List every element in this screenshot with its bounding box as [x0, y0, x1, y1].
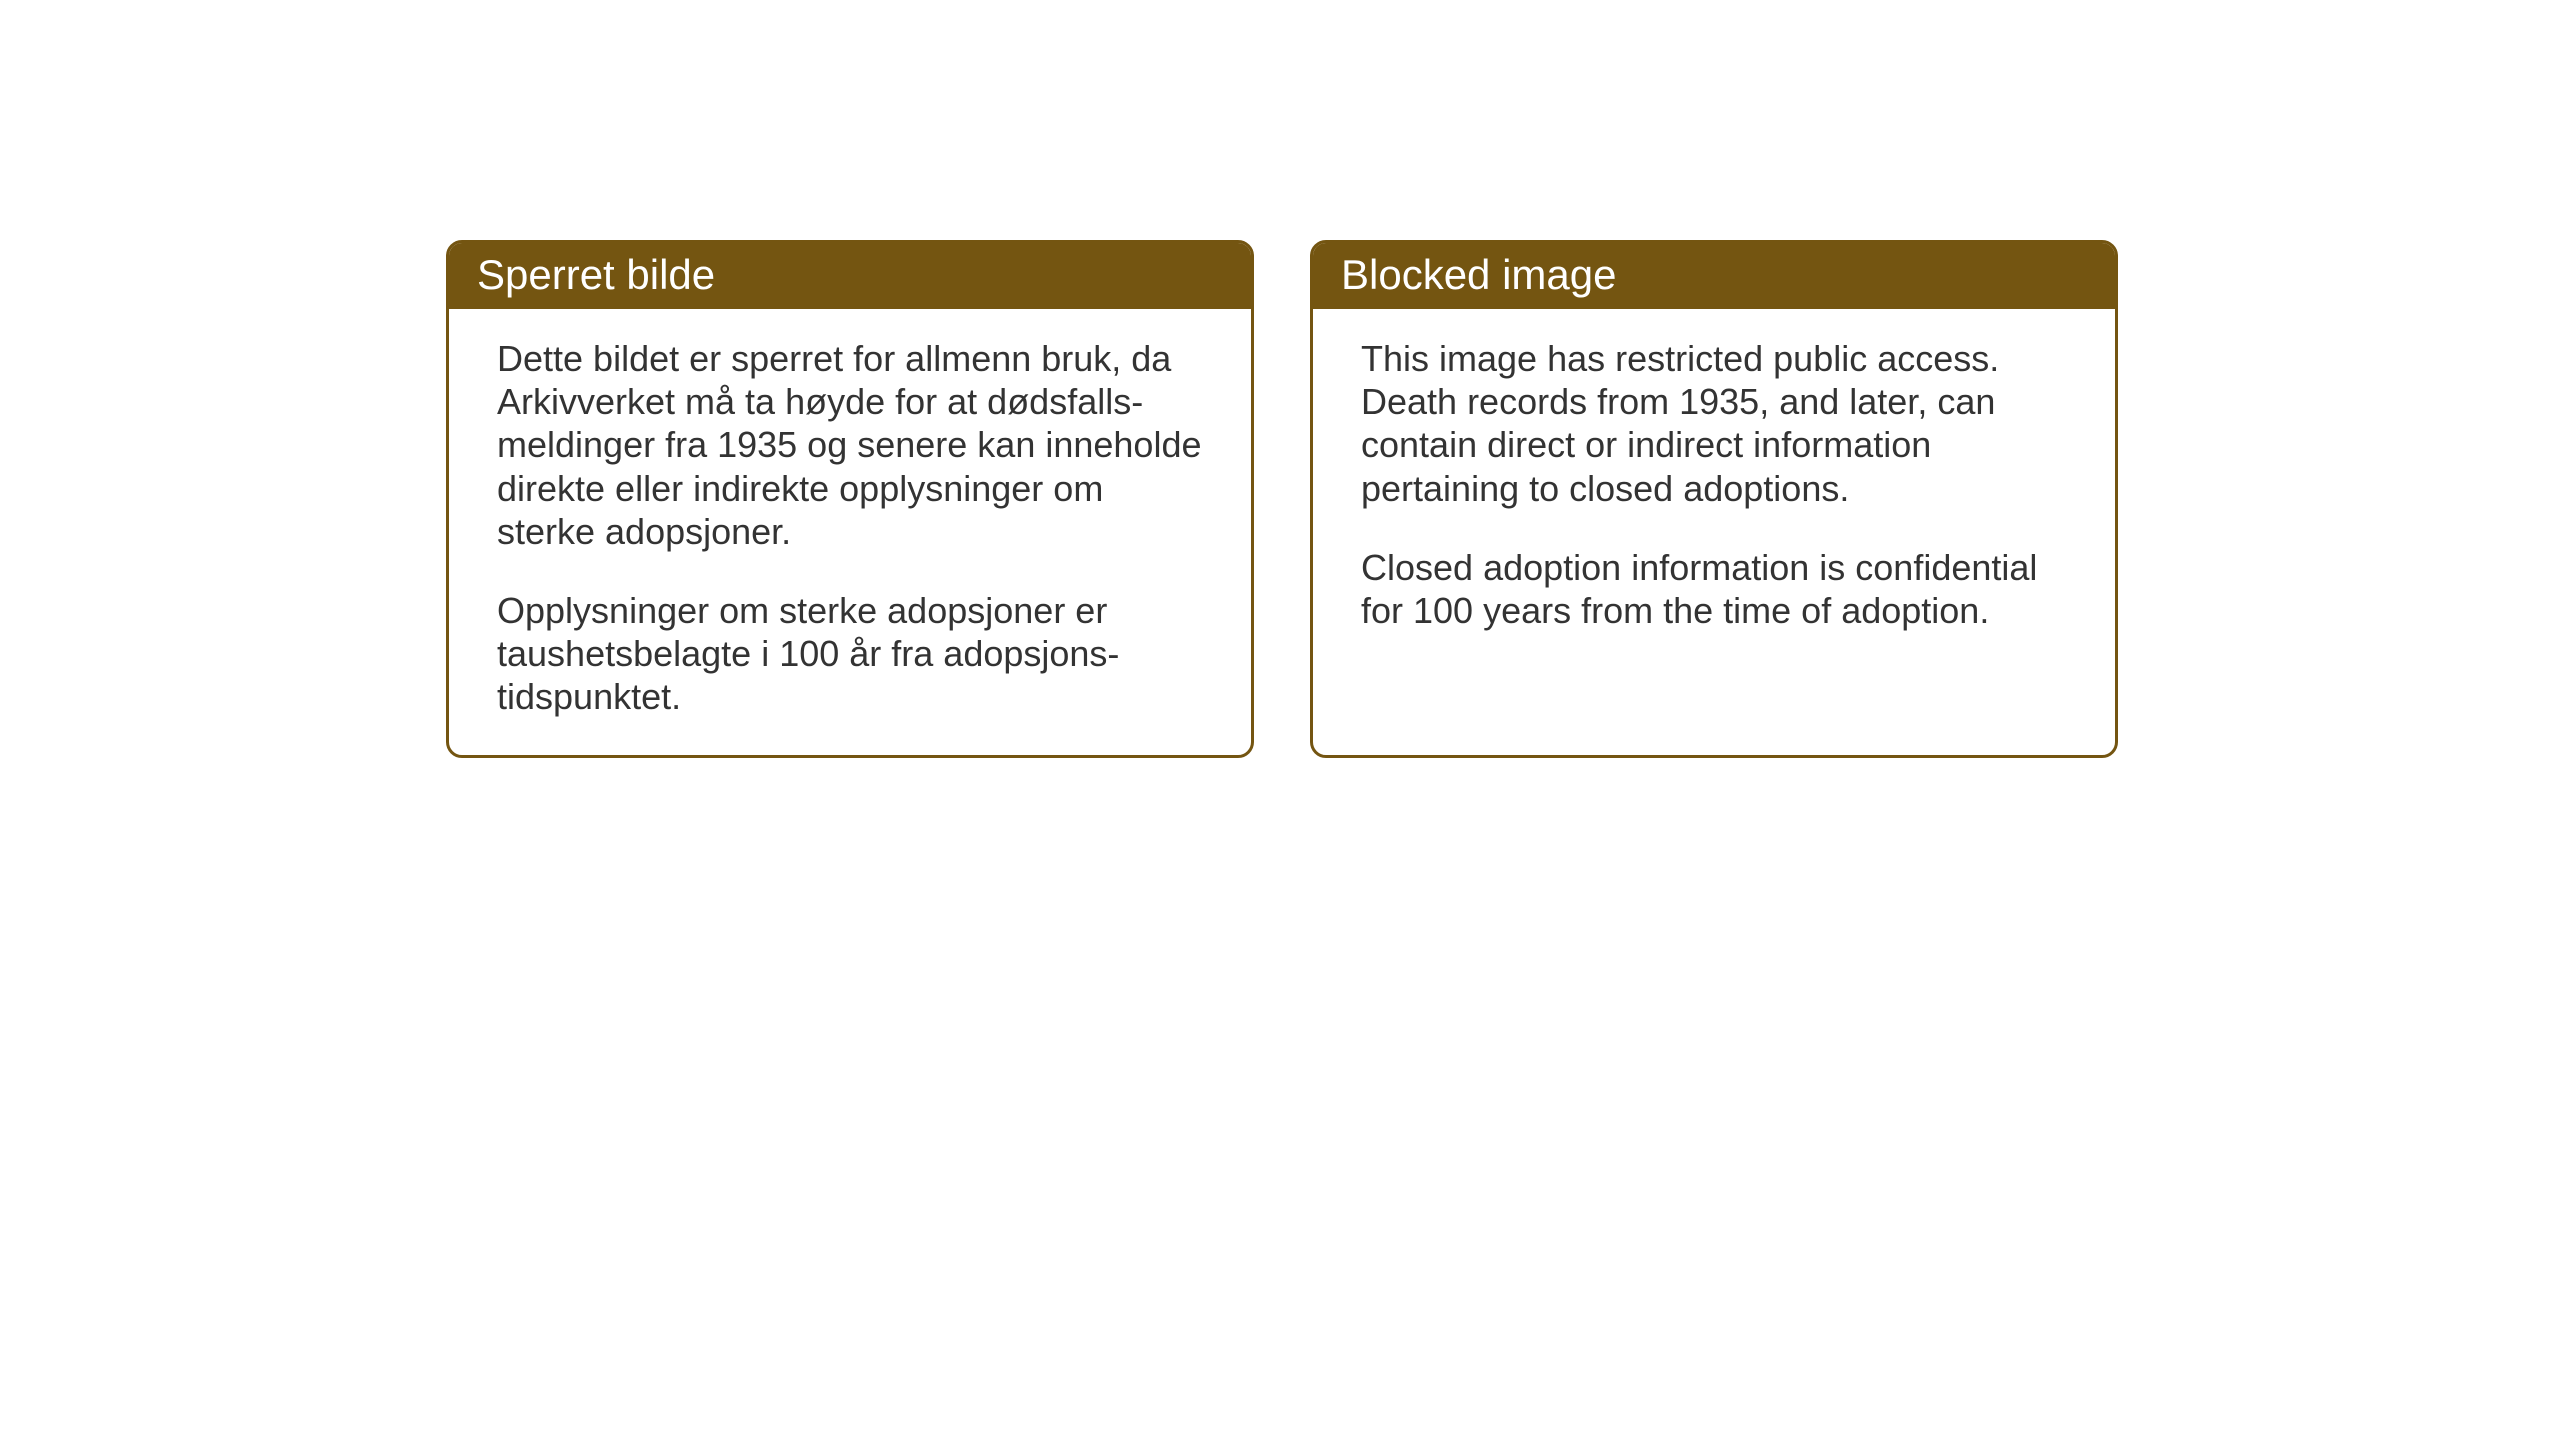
card-title-english: Blocked image	[1341, 251, 1616, 298]
card-paragraph-2-norwegian: Opplysninger om sterke adopsjoner er tau…	[497, 589, 1203, 719]
notice-card-norwegian: Sperret bilde Dette bildet er sperret fo…	[446, 240, 1254, 758]
card-paragraph-1-english: This image has restricted public access.…	[1361, 337, 2067, 510]
card-paragraph-1-norwegian: Dette bildet er sperret for allmenn bruk…	[497, 337, 1203, 553]
notice-card-english: Blocked image This image has restricted …	[1310, 240, 2118, 758]
card-paragraph-2-english: Closed adoption information is confident…	[1361, 546, 2067, 632]
card-header-english: Blocked image	[1313, 243, 2115, 309]
notice-cards-container: Sperret bilde Dette bildet er sperret fo…	[446, 240, 2118, 758]
card-title-norwegian: Sperret bilde	[477, 251, 715, 298]
card-body-english: This image has restricted public access.…	[1313, 309, 2115, 668]
card-header-norwegian: Sperret bilde	[449, 243, 1251, 309]
card-body-norwegian: Dette bildet er sperret for allmenn bruk…	[449, 309, 1251, 755]
